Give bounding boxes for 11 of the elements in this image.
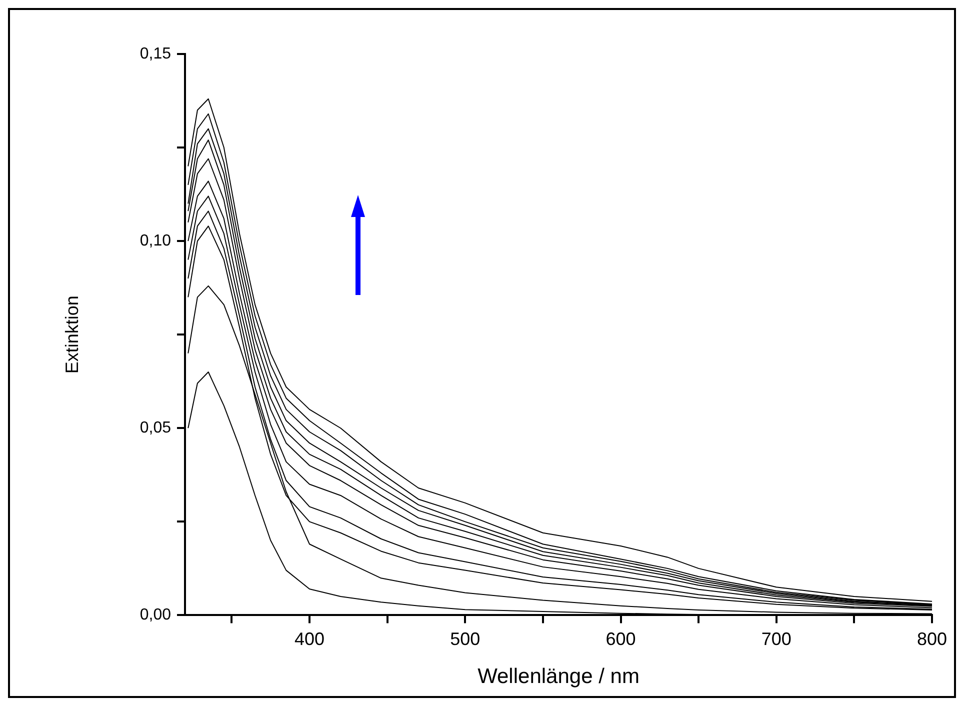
x-tick-label: 700 xyxy=(761,628,792,649)
y-tick-label: 0,05 xyxy=(140,420,172,437)
x-tick-label: 400 xyxy=(294,628,325,649)
y-tick-label: 0,10 xyxy=(140,232,172,250)
x-tick-label: 500 xyxy=(450,628,480,649)
y-axis-title: Extinktion xyxy=(62,296,82,374)
y-tick-label: 0,15 xyxy=(140,45,172,62)
x-tick-label: 600 xyxy=(606,628,636,649)
y-tick-label: 0,00 xyxy=(140,606,172,624)
x-tick-label: 800 xyxy=(916,628,948,649)
x-axis-title: Wellenlänge / nm xyxy=(478,665,640,688)
